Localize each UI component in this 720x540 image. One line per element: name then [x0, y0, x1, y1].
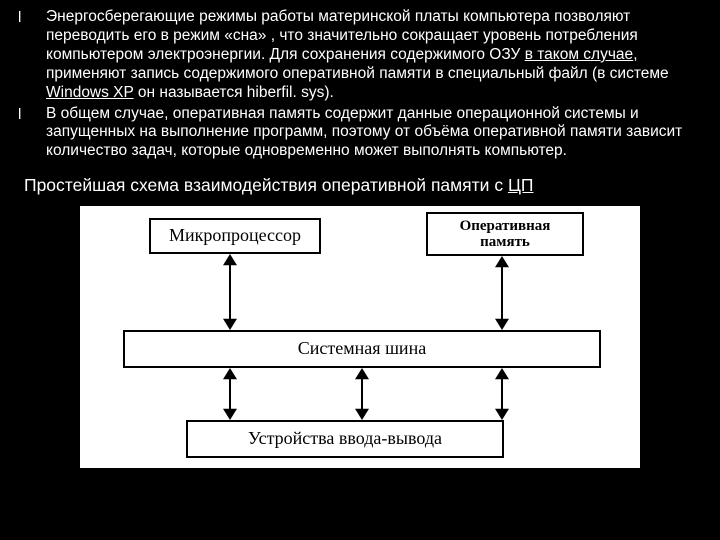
- bullet-text: В общем случае, оперативная память содер…: [46, 105, 702, 162]
- bullet-item: l Энергосберегающие режимы работы матери…: [18, 8, 702, 103]
- diagram-box-io: Устройства ввода-вывода: [186, 420, 504, 458]
- diagram-box-cpu: Микропроцессор: [149, 218, 321, 254]
- bullet-item: l В общем случае, оперативная память сод…: [18, 105, 702, 162]
- text-underline: в таком случае: [525, 46, 634, 63]
- text: он называется hiberfil. sys).: [134, 84, 334, 101]
- text-underline: ЦП: [508, 175, 534, 195]
- bullet-list: l Энергосберегающие режимы работы матери…: [18, 8, 702, 161]
- text: Простейшая схема взаимодействия оператив…: [24, 175, 508, 195]
- diagram-container: Микропроцессор Оперативная память Системна…: [80, 206, 640, 468]
- bullet-marker: l: [18, 105, 46, 162]
- bullet-text: Энергосберегающие режимы работы материнс…: [46, 8, 702, 103]
- text-underline: Windows XP: [46, 84, 134, 101]
- diagram-box-bus: Системная шина: [123, 330, 601, 368]
- bullet-marker: l: [18, 8, 46, 103]
- diagram-box-ram: Оперативная память: [426, 212, 584, 256]
- diagram-title: Простейшая схема взаимодействия оператив…: [24, 175, 702, 196]
